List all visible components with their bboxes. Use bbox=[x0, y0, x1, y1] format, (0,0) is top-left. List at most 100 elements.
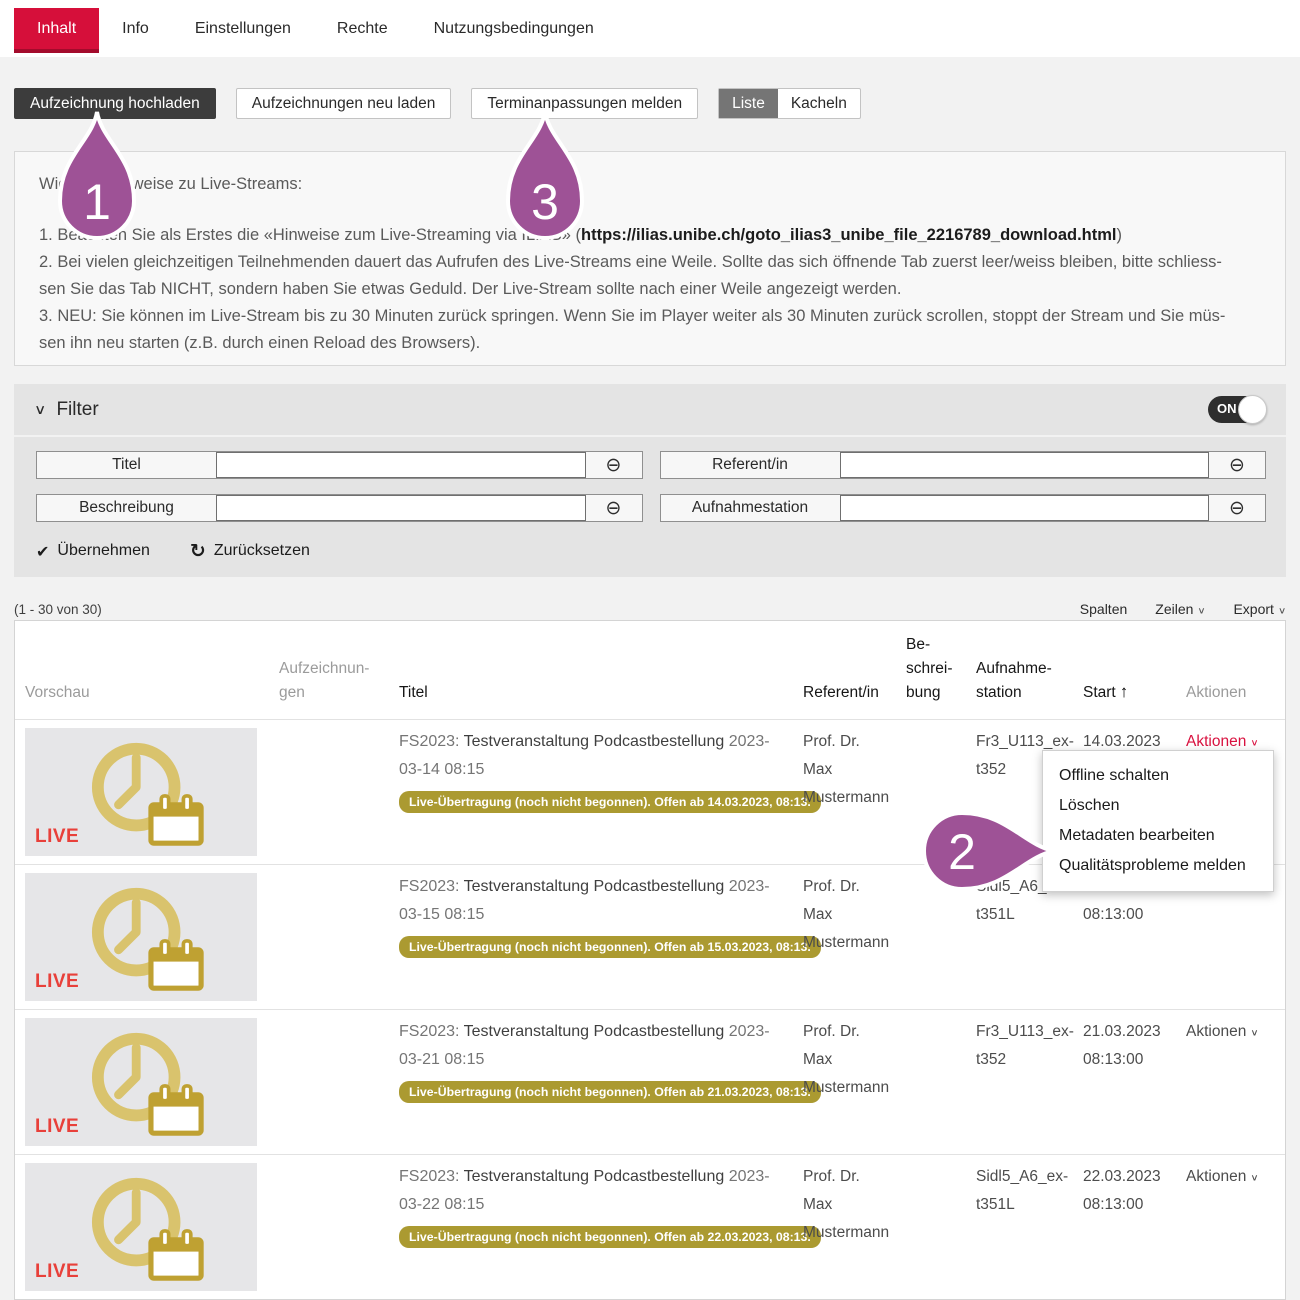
minus-circle-icon: ⊖ bbox=[1229, 454, 1245, 476]
actions-dropdown-trigger[interactable]: Aktionen∨ bbox=[1186, 733, 1258, 750]
scheduled-live-clock-icon bbox=[91, 1177, 204, 1281]
start-cell: 21.03.2023 08:13:00 bbox=[1083, 1023, 1161, 1068]
callout-marker-2: 2 bbox=[922, 810, 1055, 892]
menu-item-metadaten-bearbeiten[interactable]: Metadaten bearbeiten bbox=[1059, 827, 1215, 844]
actions-dropdown-trigger[interactable]: Aktionen∨ bbox=[1186, 1168, 1258, 1185]
tab-info[interactable]: Info bbox=[122, 20, 149, 37]
chevron-down-icon: ∨ bbox=[1250, 1028, 1259, 1038]
title-text: Testveranstaltung Podcastbestellung bbox=[463, 733, 725, 750]
filter-on-toggle[interactable]: ON bbox=[1208, 395, 1267, 424]
info-item-1: 1. Beachten Sie als Erstes die «Hinweise… bbox=[39, 222, 1261, 249]
tab-inhalt[interactable]: Inhalt bbox=[14, 8, 100, 53]
preview-thumbnail[interactable]: LIVE bbox=[25, 873, 257, 1001]
filter-label-beschreibung: Beschreibung bbox=[79, 499, 174, 516]
title-datetime: 2023-03-21 08:15 bbox=[399, 1023, 770, 1068]
reset-icon: ↻ bbox=[189, 540, 206, 562]
titel-cell: FS2023: Testveranstaltung Podcastbestell… bbox=[389, 1018, 821, 1146]
view-tiles-button[interactable]: Kacheln bbox=[790, 95, 847, 112]
filter-remove-referent-button[interactable]: ⊖ bbox=[1209, 452, 1265, 478]
filter-input-titel[interactable] bbox=[216, 452, 586, 478]
svg-text:3: 3 bbox=[531, 174, 559, 230]
actions-label: Aktionen bbox=[1186, 733, 1247, 750]
live-status-badge: Live-Übertragung (noch nicht begonnen). … bbox=[399, 1226, 821, 1248]
start-cell: 22.03.2023 08:13:00 bbox=[1083, 1168, 1161, 1213]
filter-collapse-toggle[interactable]: ∨ Filter bbox=[34, 399, 99, 421]
filter-remove-beschreibung-button[interactable]: ⊖ bbox=[586, 495, 642, 521]
referent-cell: Prof. Dr. Max Mustermann bbox=[803, 733, 890, 806]
actions-dropdown-trigger[interactable]: Aktionen∨ bbox=[1186, 1023, 1258, 1040]
columns-link[interactable]: Spalten bbox=[1079, 601, 1128, 617]
station-cell: Sidl5_A6_ex-t351L bbox=[976, 1168, 1069, 1213]
col-header-aufnahmestation[interactable]: Aufnahme- station bbox=[976, 660, 1052, 701]
filter-input-beschreibung[interactable] bbox=[216, 495, 586, 521]
table-meta-row: (1 - 30 von 30) Spalten Zeilen ∨ Export ∨ bbox=[14, 601, 1286, 617]
info-heading: Wichtige Hinweise zu Live-Streams: bbox=[39, 175, 303, 193]
filter-remove-aufnahmestation-button[interactable]: ⊖ bbox=[1209, 495, 1265, 521]
aufzeichnungen-cell bbox=[269, 873, 389, 1001]
titel-cell: FS2023: Testveranstaltung Podcastbestell… bbox=[389, 728, 821, 856]
col-header-titel[interactable]: Titel bbox=[399, 684, 428, 701]
col-header-referent[interactable]: Referent/in bbox=[803, 684, 879, 701]
col-header-vorschau: Vorschau bbox=[25, 684, 90, 701]
upload-recording-button[interactable]: Aufzeichnung hochladen bbox=[14, 88, 216, 119]
col-header-aufzeichnungen: Aufzeichnun- gen bbox=[279, 660, 370, 701]
filter-reset-button[interactable]: ↻ Zurücksetzen bbox=[190, 540, 310, 562]
check-icon: ✔ bbox=[36, 541, 50, 561]
filter-row-beschreibung: Beschreibung ⊖ bbox=[36, 494, 643, 522]
live-badge: LIVE bbox=[35, 1116, 80, 1137]
preview-thumbnail[interactable]: LIVE bbox=[25, 1163, 257, 1291]
callout-marker-1: 1 bbox=[57, 111, 137, 240]
info-item-1-link[interactable]: https://ilias.unibe.ch/goto_ilias3_unibe… bbox=[581, 226, 1117, 244]
filter-title: Filter bbox=[56, 398, 99, 420]
filter-reset-label: Zurücksetzen bbox=[213, 542, 310, 559]
tab-bar: Inhalt Info Einstellungen Rechte Nutzung… bbox=[0, 0, 1300, 57]
minus-circle-icon: ⊖ bbox=[605, 497, 622, 519]
rows-link[interactable]: Zeilen ∨ bbox=[1155, 601, 1205, 617]
toggle-knob bbox=[1238, 395, 1267, 424]
reload-recordings-button[interactable]: Aufzeichnungen neu laden bbox=[235, 88, 452, 119]
menu-item-offline-schalten[interactable]: Offline schalten bbox=[1059, 767, 1169, 784]
scheduled-live-clock-icon bbox=[91, 887, 204, 991]
menu-item-qualitaetsprobleme-melden[interactable]: Qualitätsprobleme melden bbox=[1059, 857, 1246, 874]
preview-thumbnail[interactable]: LIVE bbox=[25, 1018, 257, 1146]
filter-input-aufnahmestation[interactable] bbox=[839, 495, 1209, 521]
recordings-table: Vorschau Aufzeichnun- gen Titel Referent… bbox=[14, 620, 1286, 1300]
svg-text:1: 1 bbox=[83, 174, 111, 230]
menu-item-loeschen[interactable]: Löschen bbox=[1059, 797, 1120, 814]
referent-cell: Prof. Dr. Max Mustermann bbox=[803, 1168, 890, 1241]
toggle-on-label: ON bbox=[1217, 401, 1237, 416]
chevron-down-icon: ∨ bbox=[1197, 606, 1206, 616]
station-cell: Fr3_U113_ex-t352 bbox=[976, 733, 1074, 778]
title-text: Testveranstaltung Podcastbestellung bbox=[463, 1168, 725, 1185]
title-prefix: FS2023: bbox=[399, 733, 460, 750]
title-text: Testveranstaltung Podcastbestellung bbox=[463, 878, 725, 895]
live-badge: LIVE bbox=[35, 971, 80, 992]
live-status-badge: Live-Übertragung (noch nicht begonnen). … bbox=[399, 1081, 821, 1103]
filter-apply-button[interactable]: ✔ Übernehmen bbox=[36, 540, 150, 562]
live-stream-info-box: Wichtige Hinweise zu Live-Streams: 1. Be… bbox=[14, 151, 1286, 366]
title-prefix: FS2023: bbox=[399, 878, 460, 895]
export-link[interactable]: Export ∨ bbox=[1233, 601, 1286, 617]
svg-text:2: 2 bbox=[948, 824, 976, 880]
aufzeichnungen-cell bbox=[269, 1018, 389, 1146]
title-datetime: 2023-03-15 08:15 bbox=[399, 878, 770, 923]
tab-nutzungsbedingungen[interactable]: Nutzungsbedingungen bbox=[433, 20, 594, 37]
referent-cell: Prof. Dr. Max Mustermann bbox=[803, 1023, 890, 1096]
filter-input-referent[interactable] bbox=[839, 452, 1209, 478]
filter-remove-titel-button[interactable]: ⊖ bbox=[586, 452, 642, 478]
table-row: LIVE FS2023: Testveranstaltung Podcastbe… bbox=[15, 864, 1285, 1009]
table-header-row: Vorschau Aufzeichnun- gen Titel Referent… bbox=[15, 621, 1285, 719]
table-row: LIVE FS2023: Testveranstaltung Podcastbe… bbox=[15, 719, 1285, 864]
view-list-button[interactable]: Liste bbox=[719, 89, 778, 118]
table-row: LIVE FS2023: Testveranstaltung Podcastbe… bbox=[15, 1009, 1285, 1154]
titel-cell: FS2023: Testveranstaltung Podcastbestell… bbox=[389, 1163, 821, 1291]
preview-thumbnail[interactable]: LIVE bbox=[25, 728, 257, 856]
col-header-beschreibung[interactable]: Be- schrei- bung bbox=[906, 636, 953, 701]
info-item-1-close: ) bbox=[1116, 226, 1122, 244]
table-row: LIVE FS2023: Testveranstaltung Podcastbe… bbox=[15, 1154, 1285, 1299]
tab-rechte[interactable]: Rechte bbox=[336, 20, 388, 37]
tab-einstellungen[interactable]: Einstellungen bbox=[194, 20, 291, 37]
station-cell: Fr3_U113_ex-t352 bbox=[976, 1023, 1074, 1068]
col-header-start[interactable]: Start ↑ bbox=[1073, 680, 1176, 705]
report-date-changes-button[interactable]: Terminanpassungen melden bbox=[471, 88, 699, 119]
